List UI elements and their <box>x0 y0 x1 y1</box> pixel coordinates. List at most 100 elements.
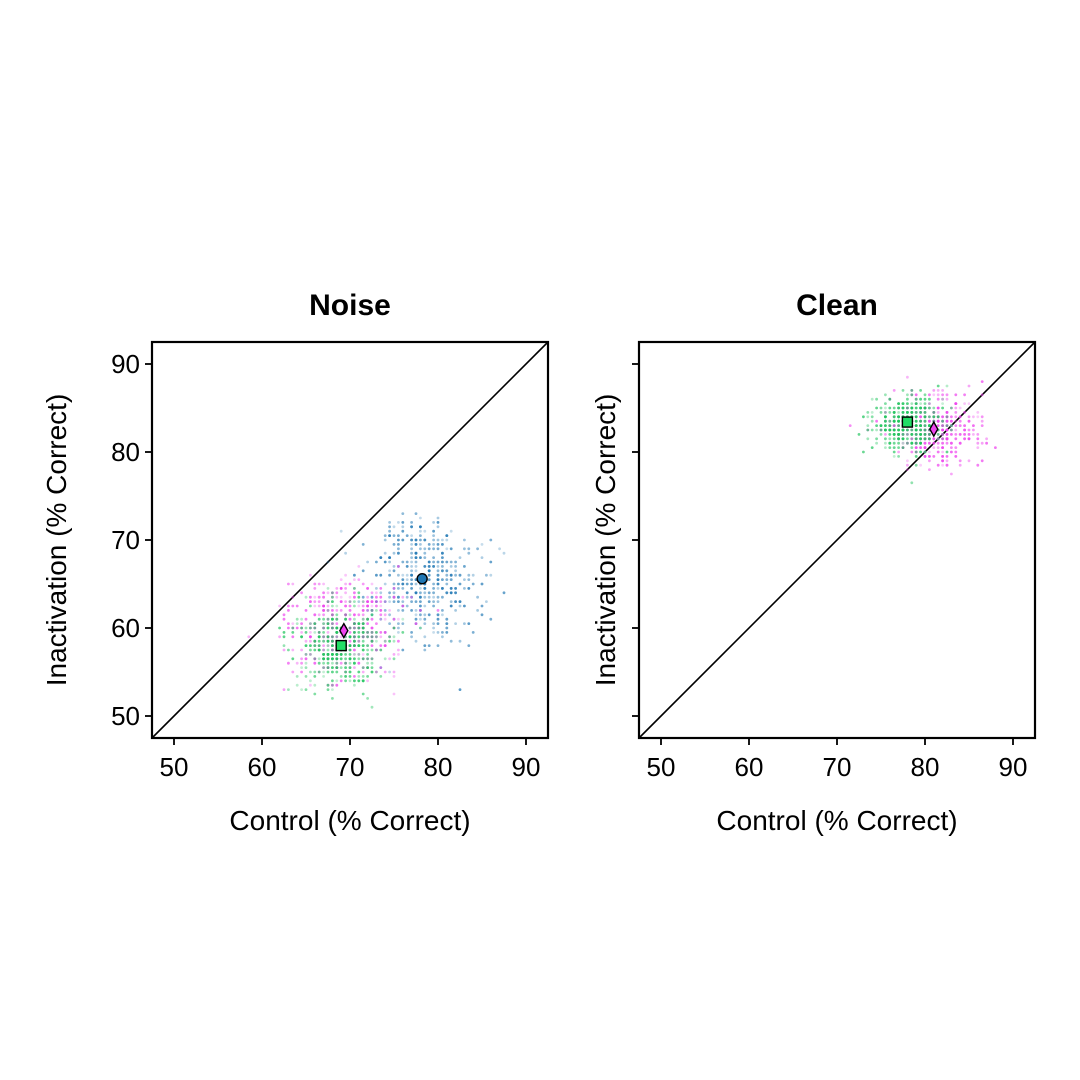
scatter-point <box>370 635 374 639</box>
scatter-point <box>348 639 352 643</box>
scatter-point <box>923 411 927 414</box>
scatter-point <box>454 591 457 595</box>
scatter-point <box>884 424 887 427</box>
scatter-point <box>910 437 914 441</box>
scatter-point <box>322 613 325 617</box>
scatter-point <box>932 411 936 414</box>
scatter-point <box>361 631 365 634</box>
scatter-point <box>397 587 400 590</box>
scatter-point <box>322 617 325 621</box>
scatter-point <box>366 609 369 612</box>
scatter-point <box>923 433 927 436</box>
scatter-point <box>958 459 962 463</box>
scatter-point <box>441 631 444 634</box>
scatter-point <box>449 573 453 577</box>
scatter-point <box>313 675 317 678</box>
scatter-point <box>954 446 958 449</box>
scatter-point <box>458 556 462 559</box>
scatter-point <box>375 635 378 639</box>
scatter-point <box>322 653 325 656</box>
scatter-point <box>326 617 330 621</box>
scatter-point <box>388 534 391 537</box>
scatter-point <box>357 631 361 634</box>
scatter-point <box>879 424 883 427</box>
scatter-point <box>375 635 378 639</box>
scatter-point <box>335 635 339 639</box>
scatter-point <box>331 613 334 617</box>
scatter-point <box>309 644 312 647</box>
scatter-point <box>304 666 308 669</box>
scatter-point <box>410 560 413 564</box>
scatter-point <box>370 613 374 617</box>
scatter-point <box>910 411 914 414</box>
scatter-point <box>928 419 931 423</box>
scatter-point <box>892 424 896 427</box>
scatter-point <box>967 437 971 441</box>
scatter-point <box>906 406 909 410</box>
scatter-point <box>361 622 365 625</box>
scatter-point <box>449 529 453 533</box>
scatter-point <box>910 428 914 432</box>
scatter-point <box>910 428 914 432</box>
scatter-point <box>366 587 369 590</box>
scatter-point <box>388 613 391 617</box>
scatter-point <box>331 670 334 674</box>
scatter-point <box>331 595 334 599</box>
scatter-point <box>945 384 949 388</box>
scatter-point <box>353 604 356 608</box>
scatter-point <box>923 424 927 427</box>
scatter-point <box>923 450 927 454</box>
scatter-point <box>392 653 396 656</box>
scatter-point <box>357 653 361 656</box>
scatter-point <box>405 595 409 599</box>
scatter-point <box>936 441 940 445</box>
scatter-point <box>980 415 984 419</box>
scatter-point <box>436 644 440 647</box>
scatter-point <box>344 657 347 661</box>
scatter-point <box>888 411 892 414</box>
scatter-point <box>941 397 944 401</box>
scatter-point <box>379 600 383 603</box>
scatter-point <box>914 433 918 436</box>
scatter-point <box>379 617 383 621</box>
scatter-point <box>963 428 966 432</box>
y-tick-label: 50 <box>111 701 140 731</box>
scatter-point <box>980 393 984 397</box>
scatter-point <box>353 639 356 643</box>
scatter-point <box>441 538 444 542</box>
scatter-point <box>361 644 365 647</box>
scatter-point <box>862 450 865 454</box>
scatter-point <box>326 587 330 590</box>
scatter-point <box>485 600 488 603</box>
scatter-point <box>370 626 374 630</box>
scatter-point <box>304 644 308 647</box>
scatter-point <box>928 406 931 410</box>
scatter-point <box>414 569 418 573</box>
scatter-point <box>941 459 944 463</box>
scatter-point <box>309 635 312 639</box>
scatter-point <box>980 459 984 463</box>
scatter-point <box>309 626 312 630</box>
scatter-point <box>379 604 383 608</box>
scatter-point <box>432 534 435 537</box>
scatter-point <box>331 591 334 595</box>
scatter-point <box>423 538 427 542</box>
scatter-point <box>901 406 905 410</box>
scatter-point <box>335 631 339 634</box>
scatter-point <box>247 635 251 639</box>
scatter-point <box>287 622 290 625</box>
scatter-point <box>353 622 356 625</box>
scatter-point <box>976 463 980 467</box>
scatter-point <box>282 613 286 617</box>
scatter-point <box>923 424 927 427</box>
scatter-point <box>344 653 347 656</box>
scatter-point <box>317 582 321 586</box>
scatter-point <box>870 415 874 419</box>
scatter-point <box>972 424 975 427</box>
scatter-point <box>414 639 418 643</box>
scatter-point <box>375 560 378 564</box>
scatter-point <box>906 463 909 467</box>
scatter-point <box>331 639 334 643</box>
scatter-point <box>397 622 400 625</box>
scatter-point <box>353 600 356 603</box>
